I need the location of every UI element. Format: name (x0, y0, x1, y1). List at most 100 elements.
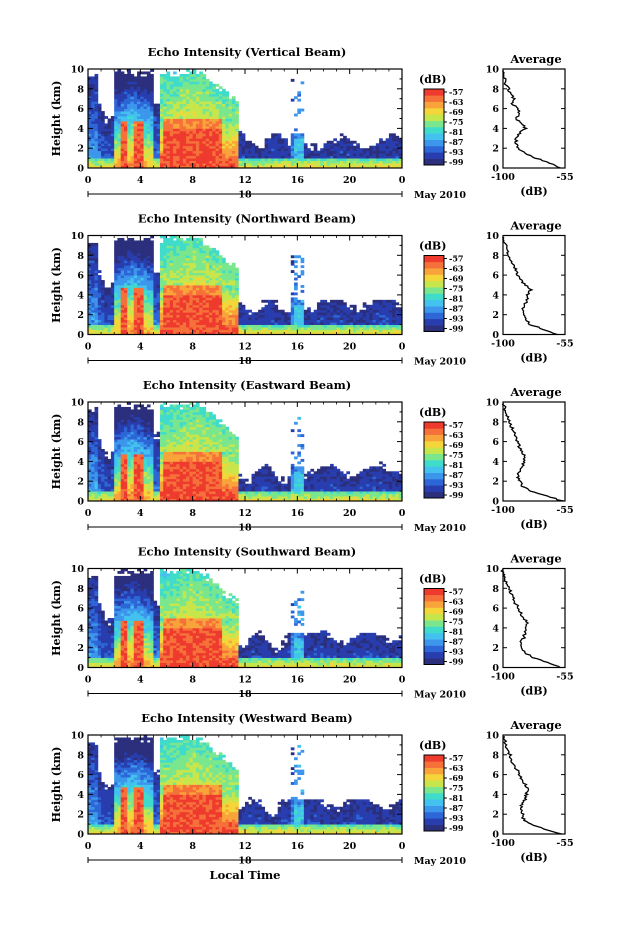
heatmap-cell (121, 447, 125, 450)
heatmap-cell (147, 96, 151, 99)
heatmap-cell (379, 307, 383, 310)
heatmap-cell (186, 141, 190, 144)
heatmap-cell (124, 248, 128, 251)
heatmap-cell (304, 317, 308, 320)
colorbar-swatch (424, 306, 444, 313)
heatmap-cell (144, 263, 148, 266)
heatmap-cell (147, 263, 151, 266)
heatmap-cell (392, 330, 396, 333)
heatmap-cell (356, 148, 360, 151)
heatmap-cell (170, 81, 174, 84)
heatmap-cell (225, 138, 229, 141)
heatmap-cell (199, 263, 203, 266)
heatmap-cell (307, 327, 311, 330)
heatmap-cell (199, 255, 203, 258)
heatmap-cell (307, 317, 311, 320)
heatmap-cell (212, 146, 216, 149)
heatmap-cell (134, 330, 138, 333)
heatmap-cell (147, 86, 151, 89)
heatmap-cell (153, 123, 157, 126)
heatmap-cell (147, 295, 151, 298)
heatmap-cell (98, 290, 102, 293)
heatmap-cell (101, 464, 105, 467)
heatmap-cell (95, 91, 99, 94)
heatmap-cell (150, 104, 154, 107)
heatmap-cell (320, 163, 324, 166)
heatmap-cell (196, 148, 200, 151)
heatmap-cell (137, 317, 141, 320)
heatmap-cell (167, 330, 171, 333)
heatmap-cell (127, 138, 131, 141)
heatmap-cell (363, 161, 367, 164)
heatmap-cell (131, 84, 135, 87)
heatmap-cell (150, 312, 154, 315)
heatmap-cell (137, 119, 141, 122)
heatmap-cell (117, 484, 121, 487)
heatmap-cell (324, 158, 328, 161)
heatmap-cell (317, 151, 321, 154)
heatmap-cell (134, 285, 138, 288)
heatmap-cell (359, 156, 363, 159)
heatmap-cell (134, 273, 138, 276)
heatmap-cell (124, 86, 128, 89)
heatmap-cell (212, 131, 216, 134)
heatmap-cell (131, 163, 135, 166)
heatmap-cell (163, 146, 167, 149)
heatmap-cell (183, 74, 187, 77)
heatmap-cell (222, 258, 226, 261)
heatmap-cell (124, 163, 128, 166)
heatmap-cell (209, 89, 213, 92)
heatmap-cell (284, 156, 288, 159)
heatmap-cell (193, 273, 197, 276)
heatmap-cell (104, 141, 108, 144)
heatmap-cell (189, 275, 193, 278)
heatmap-cell (163, 111, 167, 114)
heatmap-cell (278, 163, 282, 166)
heatmap-cell (186, 297, 190, 300)
heatmap-cell (163, 163, 167, 166)
heatmap-cell (91, 471, 95, 474)
heatmap-cell (395, 141, 399, 144)
heatmap-cell (389, 300, 393, 303)
heatmap-cell (95, 153, 99, 156)
heatmap-cell (373, 161, 377, 164)
heatmap-cell (144, 302, 148, 305)
heatmap-cell (265, 300, 269, 303)
heatmap-cell (288, 312, 292, 315)
heatmap-cell (114, 439, 118, 442)
heatmap-cell (131, 295, 135, 298)
heatmap-cell (163, 268, 167, 271)
heatmap-cell (140, 325, 144, 328)
heatmap-cell (124, 315, 128, 318)
heatmap-cell (212, 99, 216, 102)
heatmap-cell (173, 297, 177, 300)
heatmap-cell (91, 151, 95, 154)
heatmap-cell (294, 287, 298, 290)
heatmap-cell (134, 121, 138, 124)
heatmap-cell (330, 302, 334, 305)
heatmap-cell (202, 91, 206, 94)
heatmap-cell (212, 258, 216, 261)
heatmap-cell (114, 101, 118, 104)
heatmap-cell (379, 156, 383, 159)
heatmap-cell (157, 111, 161, 114)
heatmap-cell (134, 156, 138, 159)
heatmap-cell (229, 290, 233, 293)
heatmap-cell (216, 275, 220, 278)
heatmap-cell (186, 91, 190, 94)
heatmap-cell (229, 128, 233, 131)
heatmap-cell (343, 315, 347, 318)
heatmap-cell (176, 141, 180, 144)
heatmap-cell (150, 268, 154, 271)
heatmap-cell (137, 280, 141, 283)
heatmap-cell (98, 317, 102, 320)
heatmap-cell (111, 133, 115, 136)
heatmap-cell (134, 248, 138, 251)
heatmap-cell (199, 74, 203, 77)
heatmap-cell (173, 315, 177, 318)
heatmap-cell (242, 138, 246, 141)
heatmap-cell (183, 106, 187, 109)
heatmap-cell (376, 315, 380, 318)
heatmap-cell (91, 278, 95, 281)
heatmap-cell (176, 253, 180, 256)
